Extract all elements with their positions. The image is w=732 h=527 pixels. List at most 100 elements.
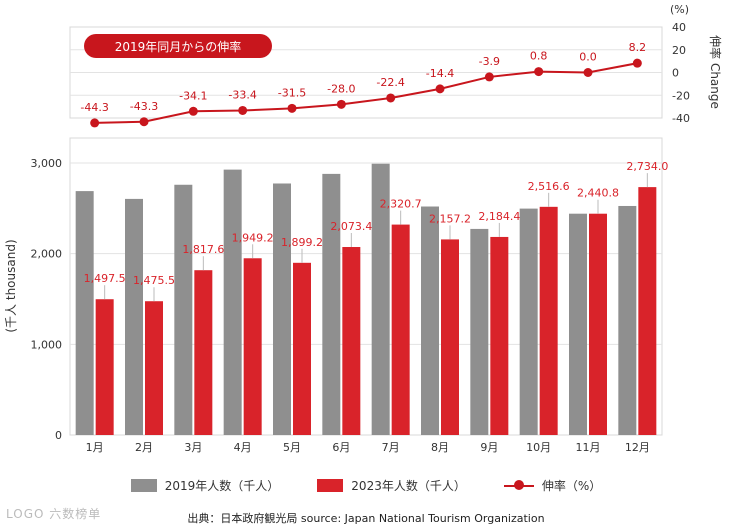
bar-2023-data-label: 2,320.7 xyxy=(380,198,422,211)
x-tick-label: 6月 xyxy=(332,441,350,454)
bar-plot-frame xyxy=(69,137,663,436)
growth-data-label: 0.8 xyxy=(530,50,548,63)
x-tick-label: 7月 xyxy=(382,441,400,454)
growth-point xyxy=(435,84,445,94)
legend-item-2023: 2023年人数（千人） xyxy=(317,477,466,494)
x-tick-label: 8月 xyxy=(431,441,449,454)
bar-2023 xyxy=(589,213,607,435)
growth-point xyxy=(139,117,149,127)
bar-2019 xyxy=(174,184,193,435)
bar-y-tick: 0 xyxy=(55,429,62,442)
growth-data-label: -33.4 xyxy=(228,88,256,101)
bar-2023-data-label: 2,073.4 xyxy=(330,220,372,233)
top-y-tick: 0 xyxy=(672,67,679,80)
legend-item-2019: 2019年人数（千人） xyxy=(130,477,280,494)
x-tick-label: 4月 xyxy=(234,441,252,454)
bar-2019 xyxy=(223,169,242,436)
bar-y-tick: 1,000 xyxy=(31,338,63,351)
top-y-tick: 20 xyxy=(672,44,686,57)
bar-2023-data-label: 2,184.4 xyxy=(478,210,520,223)
source-note: 出典：日本政府観光局 source: Japan National Touris… xyxy=(187,512,545,525)
growth-data-label: -28.0 xyxy=(327,82,355,95)
bar-2023-data-label: 2,440.8 xyxy=(577,187,619,200)
growth-point xyxy=(90,118,100,128)
bar-2019 xyxy=(519,208,538,435)
bar-2023-data-label: 2,734.0 xyxy=(626,160,668,173)
bar-2023-data-label: 1,949.2 xyxy=(232,231,274,244)
growth-point xyxy=(583,68,593,77)
x-tick-label: 3月 xyxy=(184,441,202,454)
bar-2019 xyxy=(470,228,489,435)
growth-point xyxy=(484,72,494,82)
growth-line xyxy=(94,62,638,124)
bar-2023 xyxy=(342,247,361,435)
bar-2023 xyxy=(441,239,459,435)
watermark-logo: LOGO 六数榜单 xyxy=(6,507,102,521)
bar-2023 xyxy=(391,224,410,435)
growth-point xyxy=(336,99,346,109)
growth-data-label: -31.5 xyxy=(278,86,306,99)
bar-2023-data-label: 1,899.2 xyxy=(281,236,323,249)
x-tick-label: 10月 xyxy=(526,441,551,454)
bar-y-axis-label: (千人 thousand) xyxy=(4,239,18,332)
bar-2019 xyxy=(125,198,143,435)
bar-y-tick: 3,000 xyxy=(31,157,63,170)
x-tick-label: 1月 xyxy=(86,441,104,454)
growth-data-label: -14.4 xyxy=(426,67,454,80)
legend-label-rate: 伸率（%） xyxy=(541,479,602,493)
legend-label-2023: 2023年人数（千人） xyxy=(351,479,466,493)
growth-data-label: -34.1 xyxy=(179,89,207,102)
legend-item-rate: 伸率（%） xyxy=(503,477,602,494)
top-y-tick: 40 xyxy=(672,21,686,34)
growth-data-label: 8.2 xyxy=(629,41,647,54)
top-y-tick: -40 xyxy=(672,112,690,125)
bar-2023-data-label: 2,516.6 xyxy=(528,180,570,193)
growth-data-label: -44.3 xyxy=(80,101,108,114)
bar-2019 xyxy=(273,183,291,435)
bar-2023 xyxy=(293,262,311,435)
growth-point xyxy=(632,58,642,68)
bar-2023 xyxy=(145,301,163,435)
bar-2019 xyxy=(569,213,587,435)
growth-point xyxy=(386,93,396,103)
legend-swatch-red xyxy=(317,479,344,492)
x-tick-label: 12月 xyxy=(625,441,650,454)
x-tick-label: 2月 xyxy=(135,441,153,454)
bar-2023-data-label: 1,475.5 xyxy=(133,274,175,287)
bar-2023 xyxy=(194,270,213,435)
bar-2023 xyxy=(638,187,657,435)
legend-swatch-line xyxy=(503,479,534,492)
top-y-tick: -20 xyxy=(672,89,690,102)
growth-point xyxy=(534,67,544,77)
top-y-axis-label: 伸率 Change xyxy=(708,35,723,109)
growth-data-label: -43.3 xyxy=(130,100,158,113)
x-tick-label: 9月 xyxy=(480,441,498,454)
growth-point xyxy=(188,106,198,116)
bar-2019 xyxy=(371,163,390,435)
bar-2023 xyxy=(490,236,509,435)
bar-2019 xyxy=(421,206,439,435)
x-tick-label: 11月 xyxy=(576,441,601,454)
growth-data-label: -3.9 xyxy=(479,55,500,68)
bar-2023 xyxy=(95,299,114,435)
bar-2019 xyxy=(75,191,94,435)
bar-2023 xyxy=(539,206,558,435)
bar-y-tick: 2,000 xyxy=(31,248,63,261)
bar-2023 xyxy=(243,258,262,435)
x-tick-label: 5月 xyxy=(283,441,301,454)
growth-data-label: 0.0 xyxy=(579,51,597,64)
bar-2023-data-label: 2,157.2 xyxy=(429,212,471,225)
bar-2023-data-label: 1,497.5 xyxy=(84,272,126,285)
top-y-unit: (%) xyxy=(670,3,689,16)
legend-label-2019: 2019年人数（千人） xyxy=(164,479,280,493)
legend-swatch-gray xyxy=(130,479,157,492)
bar-2023-data-label: 1,817.6 xyxy=(182,243,224,256)
bar-2019 xyxy=(618,205,637,435)
bar-2019 xyxy=(322,173,341,435)
growth-point xyxy=(287,103,297,113)
growth-chart-title: 2019年同月からの伸率 xyxy=(84,34,272,58)
growth-data-label: -22.4 xyxy=(376,76,404,89)
legend: 2019年人数（千人） 2023年人数（千人） 伸率（%） xyxy=(0,477,732,494)
growth-point xyxy=(238,105,248,115)
